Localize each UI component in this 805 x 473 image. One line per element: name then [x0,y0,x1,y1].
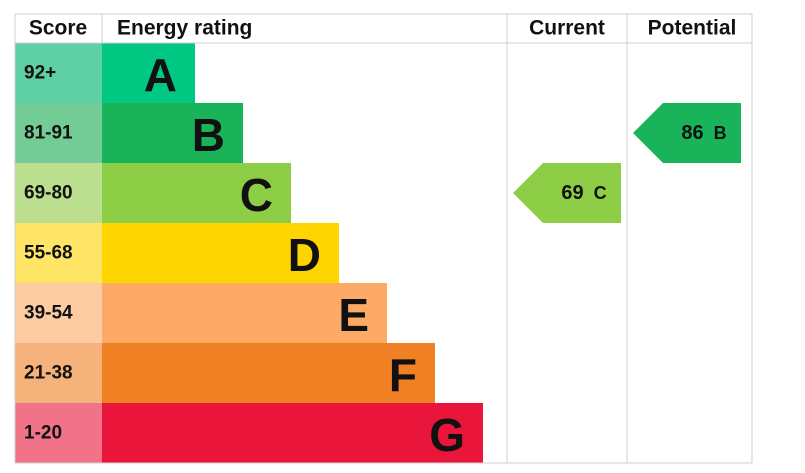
band-bar [102,283,387,343]
score-cell [15,103,102,163]
potential-arrow [633,103,741,163]
band-letter: F [389,349,417,401]
header-current: Current [529,17,605,40]
header-rating: Energy rating [117,17,252,40]
band-bar [102,223,339,283]
band-bar [102,403,483,463]
band-letter: C [240,169,273,221]
band-letter: E [338,289,369,341]
score-cell [15,163,102,223]
score-cell [15,343,102,403]
potential-label: 86 B [681,122,726,144]
band-bar [102,163,291,223]
potential-band: B [714,123,727,143]
band-score: 55-68 [24,243,73,264]
header-potential: Potential [648,17,737,40]
band-bar [102,103,243,163]
current-band: C [594,183,607,203]
band-letter: B [192,109,225,161]
band-letter: G [429,409,465,461]
band-score: 81-91 [24,123,73,144]
band-score: 39-54 [24,303,73,324]
band-score: 92+ [24,63,56,84]
score-cell [15,403,102,463]
current-value: 69 [561,182,583,204]
current-arrow [513,163,621,223]
score-cell [15,43,102,103]
header-score: Score [29,17,87,40]
band-score: 21-38 [24,363,73,384]
score-cell [15,283,102,343]
score-cell [15,223,102,283]
band-letter: D [288,229,321,281]
band-score: 1-20 [24,423,62,444]
potential-value: 86 [681,122,703,144]
band-letter: A [144,49,177,101]
band-bar [102,43,195,103]
current-label: 69 C [561,182,606,204]
band-score: 69-80 [24,183,73,204]
band-bar [102,343,435,403]
